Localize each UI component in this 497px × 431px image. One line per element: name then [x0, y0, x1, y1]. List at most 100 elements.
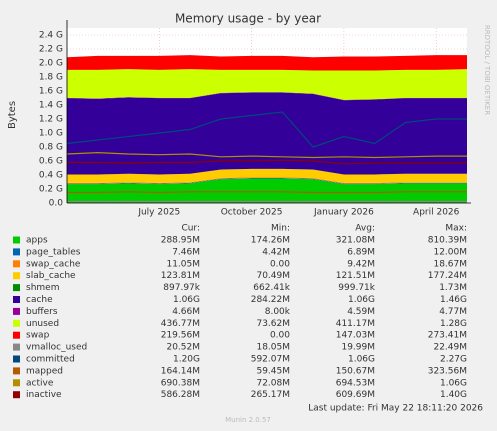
area — [67, 69, 467, 100]
legend-swatch — [13, 343, 20, 351]
y-tick-label: 2.2 G — [39, 45, 63, 55]
stat-value: 177.24M — [428, 271, 467, 281]
stat-value: 150.67M — [336, 366, 375, 376]
y-tick-label: 0.2 G — [39, 185, 63, 195]
y-tick-label: 1.4 G — [39, 101, 63, 111]
stat-header: Cur: — [181, 224, 200, 234]
stat-value: 22.49M — [433, 343, 467, 353]
stat-value: 810.39M — [428, 236, 467, 246]
legend-swatch — [13, 379, 20, 387]
legend-swatch — [13, 307, 20, 315]
stat-value: 147.03M — [336, 331, 375, 341]
stat-value: 1.20G — [173, 355, 200, 365]
x-tick-label: July 2025 — [137, 208, 180, 218]
y-tick-label: 0.8 G — [39, 143, 63, 153]
stat-header: Avg: — [355, 224, 375, 234]
legend-label: active — [26, 378, 54, 388]
y-tick-label: 0.0 — [49, 199, 64, 209]
stat-value: 164.14M — [161, 366, 200, 376]
stat-value: 1.40G — [440, 390, 467, 400]
stat-value: 59.45M — [256, 366, 290, 376]
y-tick-label: 2.4 G — [39, 31, 63, 41]
legend-swatch — [13, 331, 20, 339]
legend-swatch — [13, 391, 20, 399]
x-tick-label: April 2026 — [413, 208, 460, 218]
stat-value: 2.27G — [440, 355, 467, 365]
legend-swatch — [13, 296, 20, 303]
stat-value: 999.71k — [338, 283, 375, 293]
y-tick-label: 1.0 G — [39, 129, 63, 139]
stat-header: Min: — [271, 224, 290, 234]
stat-value: 19.99M — [341, 343, 375, 353]
legend-swatch — [13, 367, 20, 375]
y-tick-label: 0.4 G — [39, 171, 63, 181]
y-tick-label: 1.6 G — [39, 87, 63, 97]
stat-value: 73.62M — [256, 319, 290, 329]
y-axis-label: Bytes — [7, 101, 18, 129]
stat-value: 1.06G — [173, 295, 200, 305]
stat-value: 411.17M — [336, 319, 375, 329]
stat-value: 72.08M — [256, 378, 290, 388]
legend-swatch — [13, 355, 20, 363]
stat-value: 11.05M — [166, 259, 200, 269]
area — [67, 55, 467, 71]
legend-label: swap_cache — [26, 259, 81, 269]
stat-value: 18.67M — [433, 259, 467, 269]
stat-value: 897.97k — [163, 283, 200, 293]
line — [67, 159, 467, 165]
area — [67, 168, 467, 183]
stat-value: 436.77M — [161, 319, 200, 329]
legend-label: apps — [26, 236, 48, 246]
legend-swatch — [13, 236, 20, 244]
legend-label: cache — [26, 295, 53, 305]
stat-value: 0.00 — [270, 259, 290, 269]
legend-label: committed — [26, 355, 75, 365]
legend-label: slab_cache — [26, 271, 76, 281]
stat-value: 284.22M — [251, 295, 290, 305]
stat-value: 8.00k — [265, 307, 291, 317]
version: Munin 2.0.57 — [225, 416, 271, 424]
line — [66, 111, 467, 148]
legend-label: swap — [26, 331, 50, 341]
legend-label: page_tables — [26, 247, 81, 257]
stat-value: 70.49M — [256, 271, 290, 281]
stat-value: 321.08M — [336, 236, 375, 246]
stat-value: 219.56M — [161, 331, 200, 341]
stat-value: 0.00 — [270, 331, 290, 341]
stat-value: 609.69M — [336, 390, 375, 400]
area — [67, 92, 467, 175]
legend-swatch — [13, 284, 20, 292]
stat-value: 273.41M — [428, 331, 467, 341]
stat-value: 18.05M — [256, 343, 290, 353]
stat-value: 1.06G — [440, 378, 467, 388]
stat-value: 323.56M — [428, 366, 467, 376]
stat-value: 9.42M — [347, 259, 375, 269]
stat-value: 1.28G — [440, 319, 467, 329]
legend-label: inactive — [26, 390, 62, 400]
stat-value: 662.41k — [253, 283, 290, 293]
stat-value: 4.42M — [262, 247, 290, 257]
legend-swatch — [13, 260, 20, 268]
stat-value: 592.07M — [251, 355, 290, 365]
stat-value: 12.00M — [433, 247, 467, 257]
stat-value: 7.46M — [172, 247, 200, 257]
area — [67, 177, 467, 184]
stat-value: 1.06G — [348, 355, 375, 365]
stat-value: 265.17M — [251, 390, 290, 400]
line — [67, 191, 467, 194]
y-tick-label: 1.2 G — [39, 115, 63, 125]
stat-value: 694.53M — [336, 378, 375, 388]
y-tick-label: 0.6 G — [39, 157, 63, 167]
stat-value: 690.38M — [161, 378, 200, 388]
stat-value: 288.95M — [161, 236, 200, 246]
stat-value: 1.73M — [439, 283, 467, 293]
stat-value: 1.06G — [348, 295, 375, 305]
x-tick-label: October 2025 — [221, 208, 283, 218]
legend-swatch — [13, 319, 20, 327]
area — [67, 178, 467, 185]
chart-title: Memory usage - by year — [175, 12, 321, 26]
legend-label: vmalloc_used — [26, 343, 87, 353]
legend-label: buffers — [26, 307, 58, 317]
legend-swatch — [13, 272, 20, 280]
